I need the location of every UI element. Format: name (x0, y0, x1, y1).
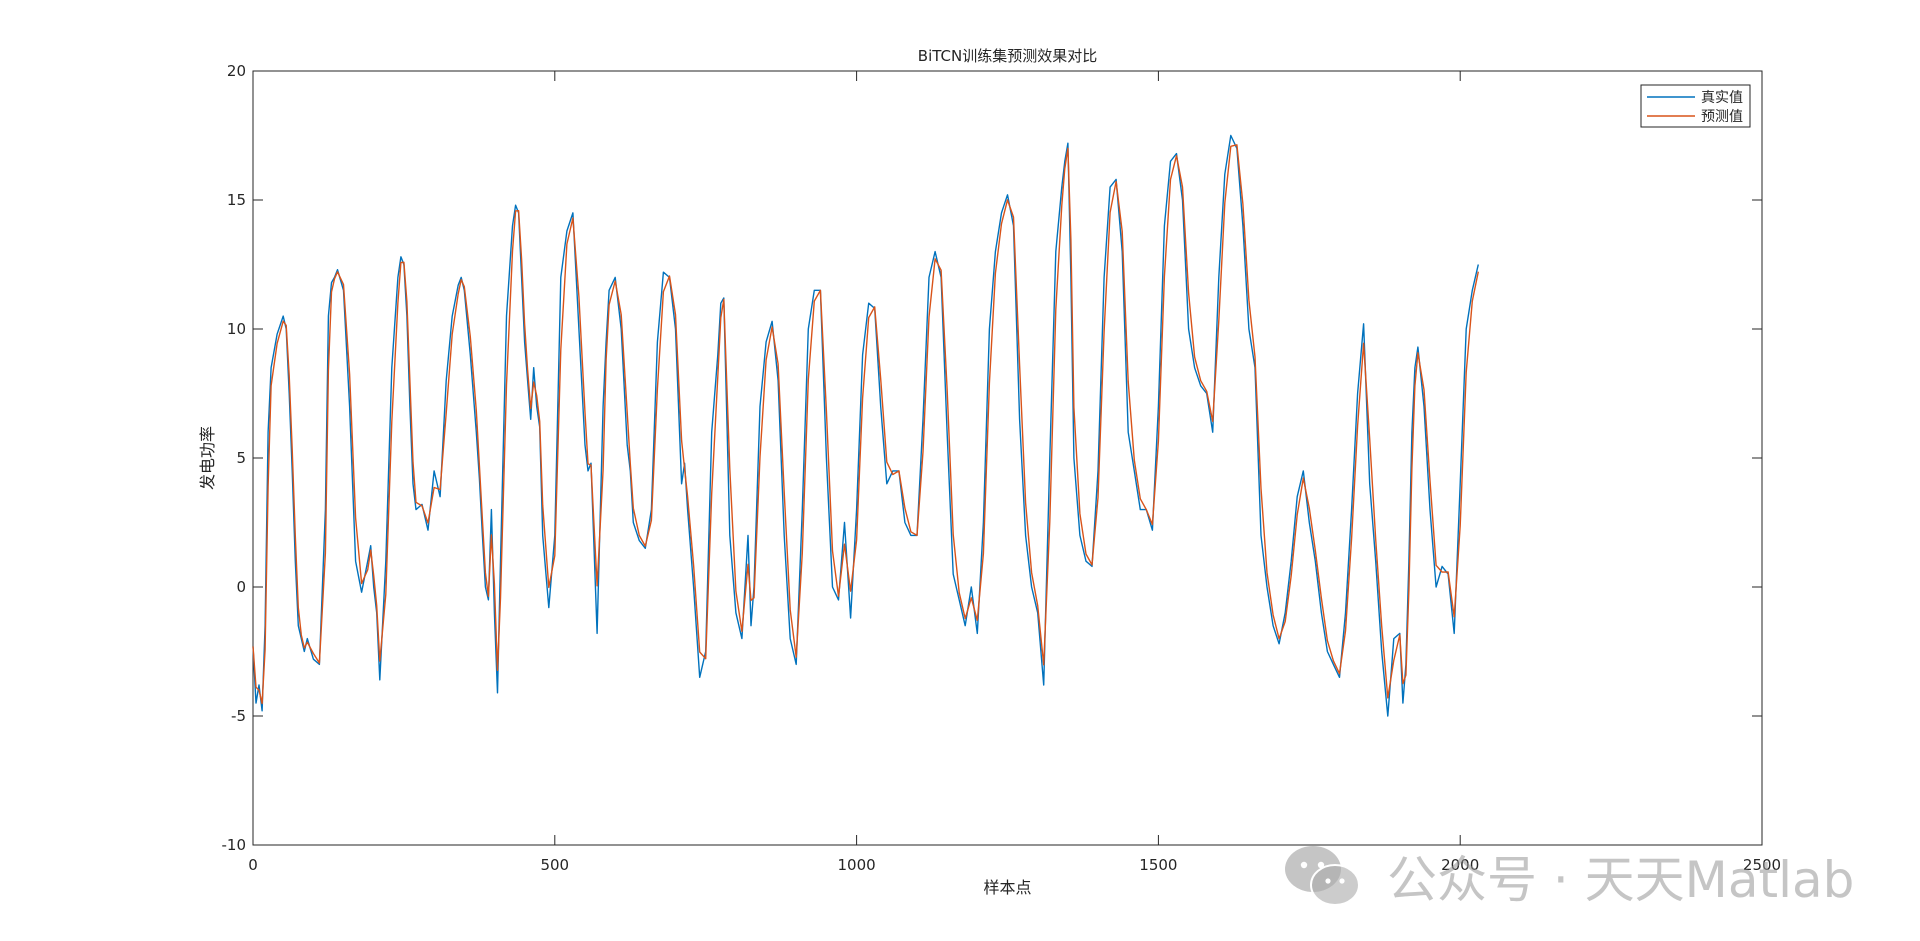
legend-label: 真实值 (1701, 90, 1743, 106)
series-line-predicted (252, 144, 1479, 705)
watermark: 公众号 · 天天Matlab (1283, 840, 1854, 912)
series-layer (252, 134, 1479, 717)
x-tick-label: 500 (540, 856, 569, 874)
y-tick-label: -10 (222, 836, 247, 854)
x-tick-label: 0 (248, 856, 258, 874)
y-tick-label: 15 (227, 191, 246, 209)
x-tick-label: 2000 (1441, 856, 1479, 874)
y-tick-label: 10 (227, 320, 246, 338)
y-tick-label: -5 (231, 707, 246, 725)
series-line-actual (252, 134, 1479, 717)
legend-label: 预测值 (1701, 109, 1743, 125)
watermark-text: 公众号 · 天天Matlab (1387, 851, 1855, 909)
x-axis: 0 500 1000 1500 2000 2500 (248, 71, 1781, 874)
y-tick-label: 5 (236, 449, 246, 467)
x-tick-label: 1000 (838, 856, 876, 874)
y-axis-label: 发电功率 (198, 426, 217, 490)
x-axis-label: 样本点 (983, 878, 1031, 897)
legend-box (1640, 84, 1751, 128)
y-tick-label: 0 (236, 578, 246, 596)
y-axis: -10 -5 0 5 10 15 20 (222, 62, 1762, 854)
y-tick-label: 20 (227, 62, 246, 80)
x-tick-label: 2500 (1743, 856, 1781, 874)
chart-title: BiTCN训练集预测效果对比 (918, 47, 1097, 65)
wechat-icon (1285, 846, 1360, 906)
x-tick-label: 1500 (1139, 856, 1177, 874)
